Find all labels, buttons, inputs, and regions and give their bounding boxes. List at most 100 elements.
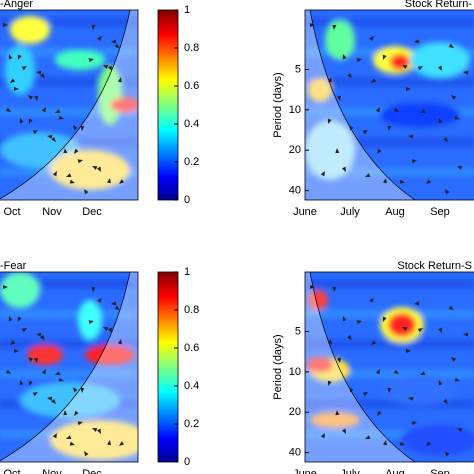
phase-arrow <box>420 109 426 113</box>
colorbar-tick-label: 0.2 <box>184 156 199 168</box>
phase-arrow <box>3 285 8 289</box>
heatmap-blobs <box>305 18 474 180</box>
phase-arrow <box>117 339 122 345</box>
heatmap-blobs <box>305 280 474 455</box>
phase-arrow <box>80 125 85 131</box>
colorbar-tick-label: 0.6 <box>184 80 199 92</box>
phase-arrow <box>347 334 352 340</box>
heatmap-blob <box>50 420 138 460</box>
phase-arrow <box>80 387 85 393</box>
coi-shade <box>305 272 415 462</box>
plot-frame <box>0 271 139 463</box>
phase-arrow <box>91 286 96 292</box>
phase-arrow <box>119 441 125 446</box>
coi-line <box>309 10 416 200</box>
phase-arrow <box>341 428 346 434</box>
phase-arrow <box>91 24 96 30</box>
phase-arrow <box>36 70 42 75</box>
phase-arrow <box>63 148 68 154</box>
colorbar-tick-label: 0.4 <box>184 118 199 130</box>
phase-arrow <box>365 435 371 439</box>
phase-arrow <box>3 23 8 27</box>
phase-arrow <box>114 305 120 310</box>
phase-arrow <box>55 109 61 113</box>
y-tick-label: 40 <box>289 447 301 459</box>
phase-arrow <box>438 118 443 124</box>
phase-arrow <box>383 177 387 184</box>
phase-arrow <box>103 65 109 69</box>
heatmap-blob <box>78 300 102 340</box>
heatmap-blob <box>305 120 355 180</box>
phase-arrow <box>41 107 46 113</box>
phase-arrow <box>5 107 11 112</box>
phase-arrow <box>84 451 89 457</box>
phase-arrow <box>332 286 337 292</box>
phase-arrow <box>362 130 368 135</box>
phase-arrow <box>69 441 75 446</box>
coi-shade <box>305 10 415 200</box>
phase-arrow <box>51 398 56 404</box>
heatmap-image <box>305 10 474 200</box>
phase-arrow <box>320 170 325 177</box>
colorbar <box>157 271 179 463</box>
phase-arrow <box>445 189 450 195</box>
phase-arrow <box>119 179 125 184</box>
heatmap-blob <box>0 272 40 308</box>
phase-arrow <box>8 53 13 60</box>
phase-arrow <box>371 340 377 345</box>
phase-arrow <box>5 369 11 374</box>
phase-arrow <box>332 24 337 30</box>
phase-arrow <box>369 298 374 303</box>
phase-arrow <box>51 136 56 142</box>
phase-arrow <box>65 435 72 440</box>
phase-arrow <box>369 36 374 41</box>
phase-arrow <box>451 357 457 362</box>
phase-arrow <box>356 320 362 325</box>
phase-arrow <box>28 357 34 362</box>
heatmap-band <box>0 340 138 348</box>
phase-arrow <box>420 371 426 375</box>
x-tick-label: July <box>340 206 360 218</box>
coi-line <box>309 272 416 462</box>
phase-arrow <box>426 179 432 184</box>
phase-arrow <box>77 421 83 426</box>
phase-arrow <box>342 54 347 60</box>
plot-frame <box>0 9 139 201</box>
heatmap-blob <box>308 290 328 310</box>
phase-arrow <box>335 410 340 416</box>
heatmap-blob <box>306 357 334 373</box>
phase-arrow <box>463 332 469 337</box>
x-tick-label: Dec <box>82 206 102 218</box>
coi-shade <box>0 272 138 462</box>
phase-arrow <box>21 66 27 71</box>
phase-arrow <box>88 58 94 63</box>
phase-arrow <box>74 148 79 154</box>
y-tick-label: 5 <box>295 63 301 75</box>
heatmap-blob <box>110 97 138 113</box>
heatmap-band <box>0 280 138 288</box>
phase-arrow <box>375 107 380 113</box>
phase-arrow <box>448 305 454 310</box>
phase-arrow <box>327 339 332 345</box>
colorbar-tick-label: 0.8 <box>184 42 199 54</box>
phase-arrow <box>407 396 414 401</box>
phase-arrow <box>457 428 463 432</box>
plot-frame <box>304 9 474 201</box>
y-tick-label: 5 <box>295 325 301 337</box>
phase-arrow <box>69 179 75 184</box>
panel: -Anger Oct Nov Dec 0 0.2 0.4 0.6 0.8 1 <box>0 0 199 218</box>
phase-arrow <box>408 134 414 139</box>
phase-arrow <box>448 43 454 48</box>
phase-arrow <box>462 70 469 75</box>
phase-arrow <box>443 398 448 404</box>
phase-arrow <box>103 327 109 331</box>
phase-arrow <box>28 95 34 100</box>
phase-arrow <box>21 328 27 333</box>
heatmap-blob <box>27 345 63 365</box>
heatmap-band <box>305 78 474 86</box>
heatmap-band <box>305 370 474 378</box>
y-tick-label: 10 <box>289 104 301 116</box>
heatmap-image <box>0 10 138 200</box>
phase-arrow <box>377 410 382 416</box>
phase-arrow <box>111 301 117 306</box>
